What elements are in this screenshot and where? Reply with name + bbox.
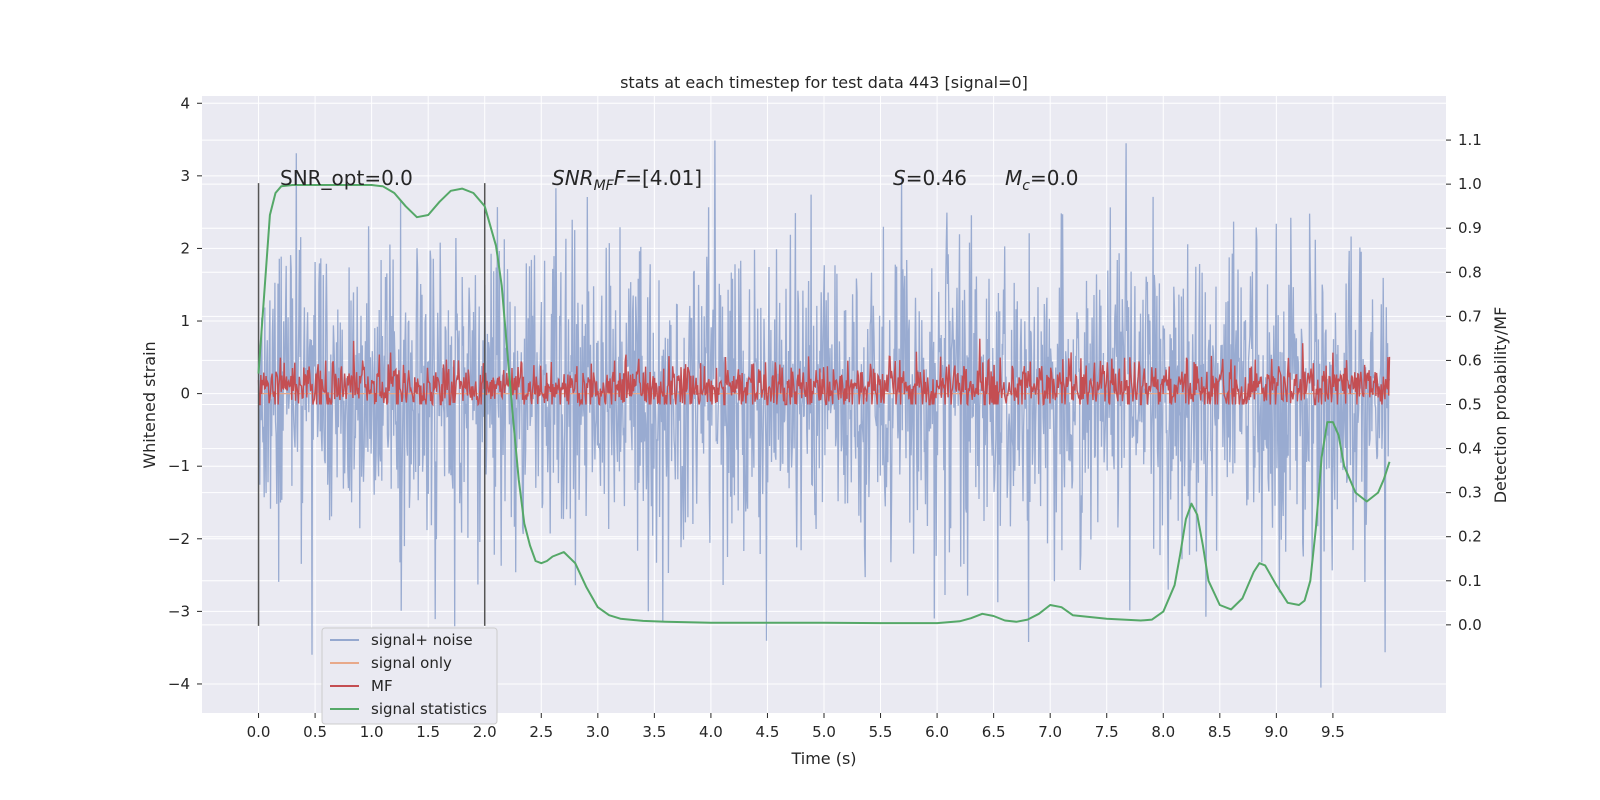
x-tick-label: 1.0 <box>360 723 384 741</box>
y-right-tick-label: 1.1 <box>1458 131 1482 149</box>
y-left-tick-label: 0 <box>180 385 190 403</box>
legend-label-mf: MF <box>371 677 393 695</box>
annotation-mc: Mc=0.0 <box>1005 166 1079 194</box>
y-right-tick-label: 0.6 <box>1458 351 1482 369</box>
x-tick-label: 9.5 <box>1321 723 1345 741</box>
legend-label-signal-only: signal only <box>371 654 452 672</box>
x-tick-label: 0.5 <box>303 723 327 741</box>
y-right-tick-label: 1.0 <box>1458 175 1482 193</box>
x-tick-label: 1.5 <box>416 723 440 741</box>
y-left-axis-label: Whitened strain <box>140 341 159 468</box>
x-tick-label: 3.5 <box>642 723 666 741</box>
series-mf <box>257 338 1391 408</box>
y-left-tick-label: 1 <box>180 312 190 330</box>
y-left-tick-label: −4 <box>168 675 190 693</box>
x-tick-label: 7.5 <box>1095 723 1119 741</box>
x-tick-label: 8.0 <box>1151 723 1175 741</box>
x-tick-label: 5.5 <box>869 723 893 741</box>
x-tick-label: 0.0 <box>247 723 271 741</box>
x-tick-label: 7.0 <box>1038 723 1062 741</box>
legend-label-signal-noise: signal+ noise <box>371 631 473 649</box>
legend-label-signal-statistics: signal statistics <box>371 700 487 718</box>
annotation-snr-mf: SNRMFF=[4.01] <box>552 166 702 194</box>
x-tick-label: 6.0 <box>925 723 949 741</box>
y-right-axis-label: Detection probability/MF <box>1491 307 1510 504</box>
y-right-tick-label: 0.3 <box>1458 484 1482 502</box>
y-left-tick-labels: 4 3 2 1 0 −1 −2 −3 −4 <box>168 94 202 693</box>
mf-line <box>257 338 1391 408</box>
y-left-tick-label: 3 <box>180 167 190 185</box>
y-right-tick-label: 0.7 <box>1458 307 1482 325</box>
x-tick-label: 9.0 <box>1264 723 1288 741</box>
series-signal-statistics <box>257 184 1391 625</box>
y-right-tick-label: 0.8 <box>1458 263 1482 281</box>
y-right-tick-label: 0.4 <box>1458 440 1482 458</box>
y-right-tick-label: 0.0 <box>1458 616 1482 634</box>
y-right-tick-label: 0.9 <box>1458 219 1482 237</box>
x-tick-label: 3.0 <box>586 723 610 741</box>
vertical-markers <box>257 183 486 626</box>
y-right-tick-label: 0.2 <box>1458 528 1482 546</box>
y-left-tick-label: 2 <box>180 239 190 257</box>
y-left-tick-label: −1 <box>168 457 190 475</box>
x-tick-label: 5.0 <box>812 723 836 741</box>
y-left-tick-label: 4 <box>180 94 190 112</box>
x-tick-label: 8.5 <box>1208 723 1232 741</box>
chart-title: stats at each timestep for test data 443… <box>620 73 1028 92</box>
legend: signal+ noise signal only MF signal stat… <box>321 627 498 725</box>
x-tick-labels: 0.0 0.5 1.0 1.5 2.0 2.5 3.0 3.5 4.0 4.5 5.0 5.5 6.0 6… <box>247 713 1345 741</box>
x-tick-label: 4.5 <box>756 723 780 741</box>
y-right-tick-labels: 1.1 1.0 0.9 0.8 0.7 0.6 0.5 0.4 0.3 0.2 0.1 0.0 <box>1446 131 1482 634</box>
x-tick-label: 2.5 <box>529 723 553 741</box>
y-left-tick-label: −3 <box>168 602 190 620</box>
x-axis-label: Time (s) <box>790 749 856 768</box>
x-tick-label: 2.0 <box>473 723 497 741</box>
annotation-s: S=0.46 <box>893 166 967 190</box>
x-tick-label: 4.0 <box>699 723 723 741</box>
y-right-tick-label: 0.1 <box>1458 572 1482 590</box>
signal-statistics-line <box>257 184 1391 625</box>
y-left-tick-label: −2 <box>168 530 190 548</box>
legend-box <box>321 627 498 725</box>
x-tick-label: 6.5 <box>982 723 1006 741</box>
y-right-tick-label: 0.5 <box>1458 396 1482 414</box>
annotation-snr-opt: SNR_opt=0.0 <box>280 166 413 190</box>
